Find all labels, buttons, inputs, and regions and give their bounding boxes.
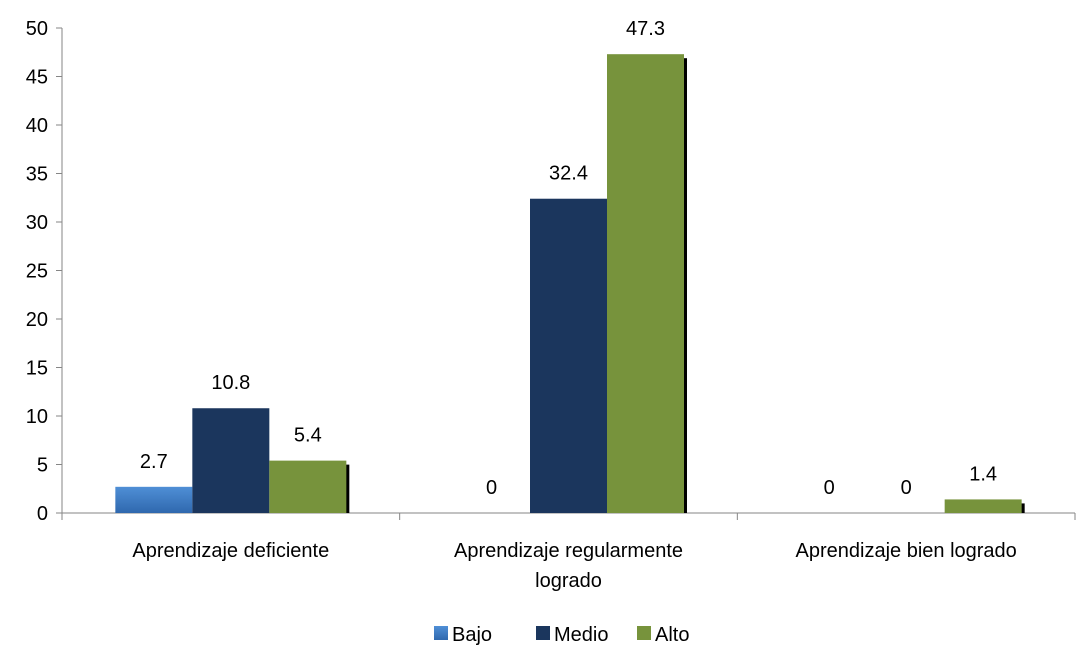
y-tick-label: 20 <box>26 309 48 331</box>
legend-label-alto: Alto <box>655 624 689 646</box>
bar-alto <box>944 499 1022 513</box>
data-label: 10.8 <box>211 372 250 394</box>
bar-alto <box>269 460 347 513</box>
y-tick-label: 30 <box>26 212 48 234</box>
bar-alto <box>607 54 684 513</box>
data-label: 0 <box>824 477 835 499</box>
legend-swatch-medio <box>536 626 550 640</box>
y-tick-label: 15 <box>26 358 48 380</box>
legend-label-medio: Medio <box>554 624 608 646</box>
y-axis: 0 5 10 15 20 25 30 35 40 45 50 <box>26 18 63 525</box>
legend: Bajo Medio Alto <box>434 624 689 646</box>
bar-medio <box>192 408 270 513</box>
y-tick-label: 10 <box>26 406 48 428</box>
data-label: 47.3 <box>626 18 665 40</box>
category-labels: Aprendizaje deficiente Aprendizaje regula… <box>132 540 1016 592</box>
legend-swatch-alto <box>637 626 651 640</box>
data-label: 2.7 <box>140 451 168 473</box>
y-tick-label: 50 <box>26 18 48 40</box>
data-label: 5.4 <box>294 425 322 447</box>
bar-medio <box>530 198 607 513</box>
data-label: 0 <box>486 477 497 499</box>
legend-swatch-bajo <box>434 626 448 640</box>
category-label: logrado <box>535 570 602 592</box>
bar-bajo <box>115 486 193 513</box>
y-tick-label: 0 <box>37 503 48 525</box>
x-axis <box>61 512 1076 520</box>
y-tick-label: 25 <box>26 261 48 283</box>
y-tick-label: 5 <box>37 455 48 477</box>
legend-label-bajo: Bajo <box>452 624 492 646</box>
bars <box>115 54 1025 513</box>
data-label: 0 <box>901 477 912 499</box>
category-label: Aprendizaje bien logrado <box>796 540 1017 562</box>
y-tick-label: 40 <box>26 115 48 137</box>
category-label: Aprendizaje regularmente <box>454 540 683 562</box>
y-tick-label: 45 <box>26 67 48 89</box>
category-label: Aprendizaje deficiente <box>132 540 329 562</box>
data-labels: 2.7 0 0 10.8 32.4 0 5.4 47.3 1.4 <box>140 18 997 499</box>
y-tick-label: 35 <box>26 164 48 186</box>
data-label: 1.4 <box>969 463 997 485</box>
data-label: 32.4 <box>549 163 588 185</box>
